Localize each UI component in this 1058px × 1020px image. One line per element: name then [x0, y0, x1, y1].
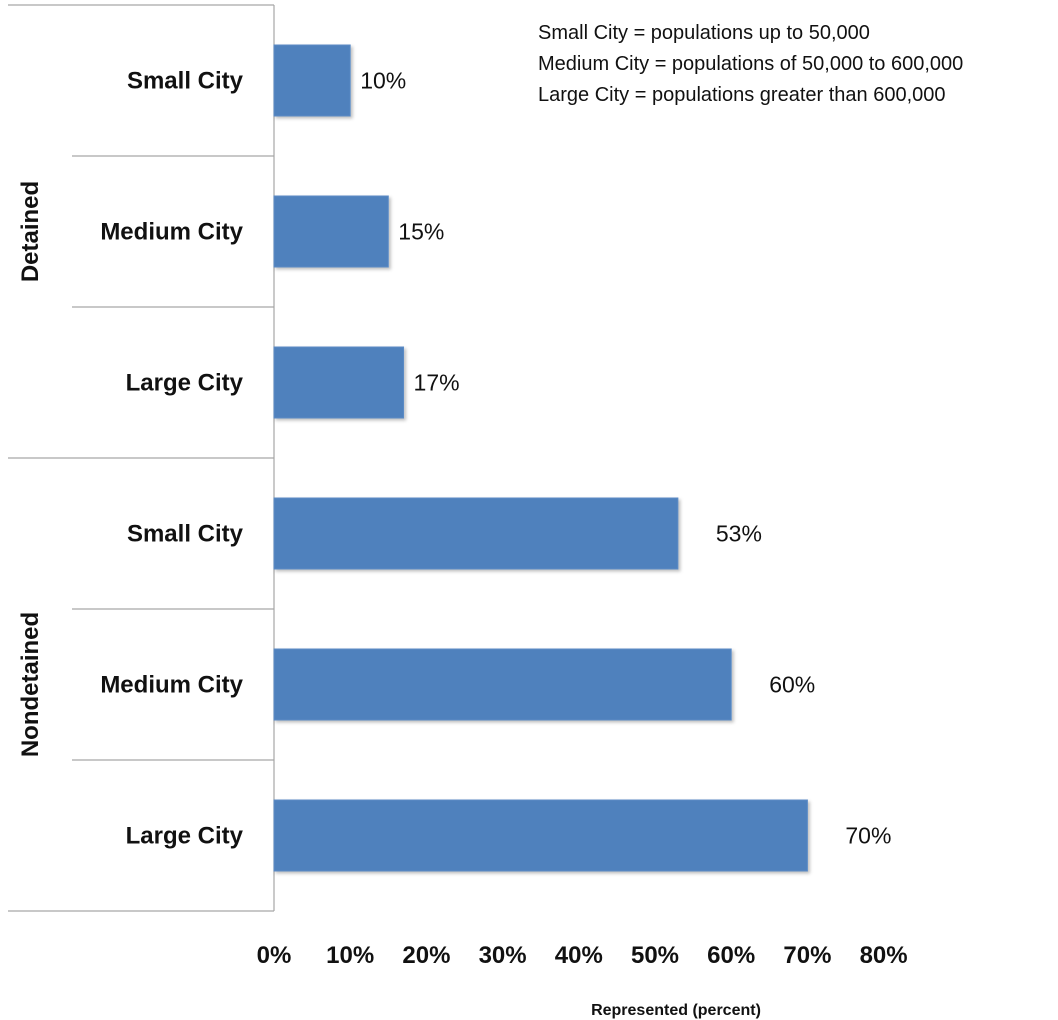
- category-label: Small City: [127, 521, 244, 548]
- group-label-detained: Detained: [17, 181, 44, 282]
- data-labels: 10% 15% 17% 53% 60% 70%: [360, 68, 891, 849]
- x-tick-label: 50%: [631, 942, 679, 969]
- group-labels: Detained Nondetained: [17, 181, 44, 757]
- category-label: Medium City: [100, 219, 243, 246]
- category-label: Large City: [126, 370, 244, 397]
- city-size-legend-note: Small City = populations up to 50,000 Me…: [538, 18, 963, 111]
- bar-detained-medium-city: [273, 195, 389, 268]
- bar-detained-small-city: [273, 44, 351, 117]
- category-label: Large City: [126, 823, 244, 850]
- data-label: 53%: [716, 521, 762, 547]
- category-label: Small City: [127, 68, 244, 95]
- note-line-medium-city: Medium City = populations of 50,000 to 6…: [538, 53, 964, 75]
- x-tick-labels: 0% 10% 20% 30% 40% 50% 60% 70% 80%: [257, 942, 908, 969]
- bar-nondetained-small-city: [273, 497, 679, 570]
- category-labels: Small City Medium City Large City Small Cit…: [100, 68, 243, 850]
- data-label: 17%: [414, 370, 460, 396]
- data-label: 10%: [360, 68, 406, 94]
- x-axis-title: Represented (percent): [591, 1002, 761, 1019]
- x-tick-label: 40%: [555, 942, 603, 969]
- x-tick-label: 60%: [707, 942, 755, 969]
- bar-nondetained-medium-city: [273, 648, 732, 721]
- bars: [273, 44, 808, 872]
- x-tick-label: 10%: [326, 942, 374, 969]
- note-line-large-city: Large City = populations greater than 60…: [538, 84, 946, 106]
- data-label: 60%: [769, 672, 815, 698]
- x-tick-label: 80%: [860, 942, 908, 969]
- x-tick-label: 0%: [257, 942, 292, 969]
- data-label: 70%: [845, 823, 891, 849]
- note-line-small-city: Small City = populations up to 50,000: [538, 22, 870, 44]
- bar-nondetained-large-city: [273, 799, 808, 872]
- x-tick-label: 70%: [783, 942, 831, 969]
- data-label: 15%: [398, 219, 444, 245]
- bar-detained-large-city: [273, 346, 405, 419]
- category-label: Medium City: [100, 672, 243, 699]
- group-label-nondetained: Nondetained: [17, 612, 44, 757]
- x-tick-label: 30%: [479, 942, 527, 969]
- x-tick-label: 20%: [402, 942, 450, 969]
- category-separators: [8, 4, 275, 912]
